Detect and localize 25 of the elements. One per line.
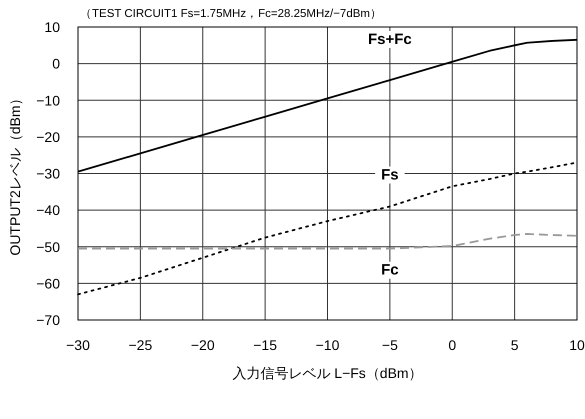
x-tick-label: −5 <box>382 337 398 353</box>
y-tick-label: 0 <box>52 56 60 72</box>
x-tick-label: −30 <box>66 337 90 353</box>
series-label: Fs+Fc <box>368 30 412 48</box>
x-tick-label: −25 <box>128 337 152 353</box>
y-tick-label: −30 <box>36 166 60 182</box>
x-tick-label: 10 <box>569 337 585 353</box>
x-tick-label: 5 <box>510 337 519 353</box>
x-tick-label: −10 <box>316 337 340 353</box>
y-axis-title: OUTPUT2レベル（dBm） <box>7 91 23 256</box>
y-tick-label: −40 <box>36 202 60 218</box>
y-tick-label: −50 <box>36 238 60 255</box>
y-tick-label: −70 <box>36 312 60 328</box>
y-tick-label: −60 <box>36 275 60 292</box>
y-tick-label: −10 <box>36 92 60 108</box>
y-tick-label: 10 <box>44 19 60 35</box>
x-tick-label: 0 <box>448 337 456 353</box>
x-axis-title: 入力信号レベル L−Fs（dBm） <box>232 365 423 381</box>
y-tick-label: −20 <box>36 128 60 145</box>
x-tick-label: −20 <box>190 337 215 353</box>
series-label: Fs <box>381 166 399 184</box>
chart-title: （TEST CIRCUIT1 Fs=1.75MHz，Fc=28.25MHz/−7dBm） <box>80 8 382 20</box>
x-tick-label: −15 <box>253 337 278 353</box>
line-series <box>77 233 578 250</box>
series-label: Fc <box>381 262 399 279</box>
